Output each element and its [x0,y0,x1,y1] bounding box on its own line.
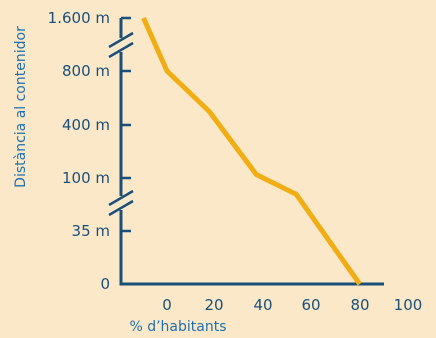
axis-break-marker [108,189,134,217]
x-tick-label: 60 [301,296,320,314]
x-tick-label: 100 [394,296,423,314]
x-axis-title: % d’habitants [129,319,226,335]
series-line [141,16,362,286]
y-tick-label: 35 m [72,222,110,240]
axis-breaks [108,31,134,217]
series [141,16,362,286]
x-tick-label: 20 [204,296,223,314]
y-tick-label: 100 m [62,169,110,187]
x-tick-label: 40 [253,296,272,314]
y-tick-label: 800 m [62,62,110,80]
ticks: 0 35 m 100 m 400 m 800 m 1.600 m 0 20 40 60 80 100 [48,9,423,314]
axis-break-marker [108,31,134,59]
x-tick-label: 0 [162,296,172,314]
y-axis-title: Distància al contenidor [13,26,29,188]
y-tick-label: 1.600 m [48,9,110,27]
y-tick-label: 400 m [62,116,110,134]
x-tick-label: 80 [350,296,369,314]
axes [119,18,384,286]
y-tick-label: 0 [100,275,110,293]
